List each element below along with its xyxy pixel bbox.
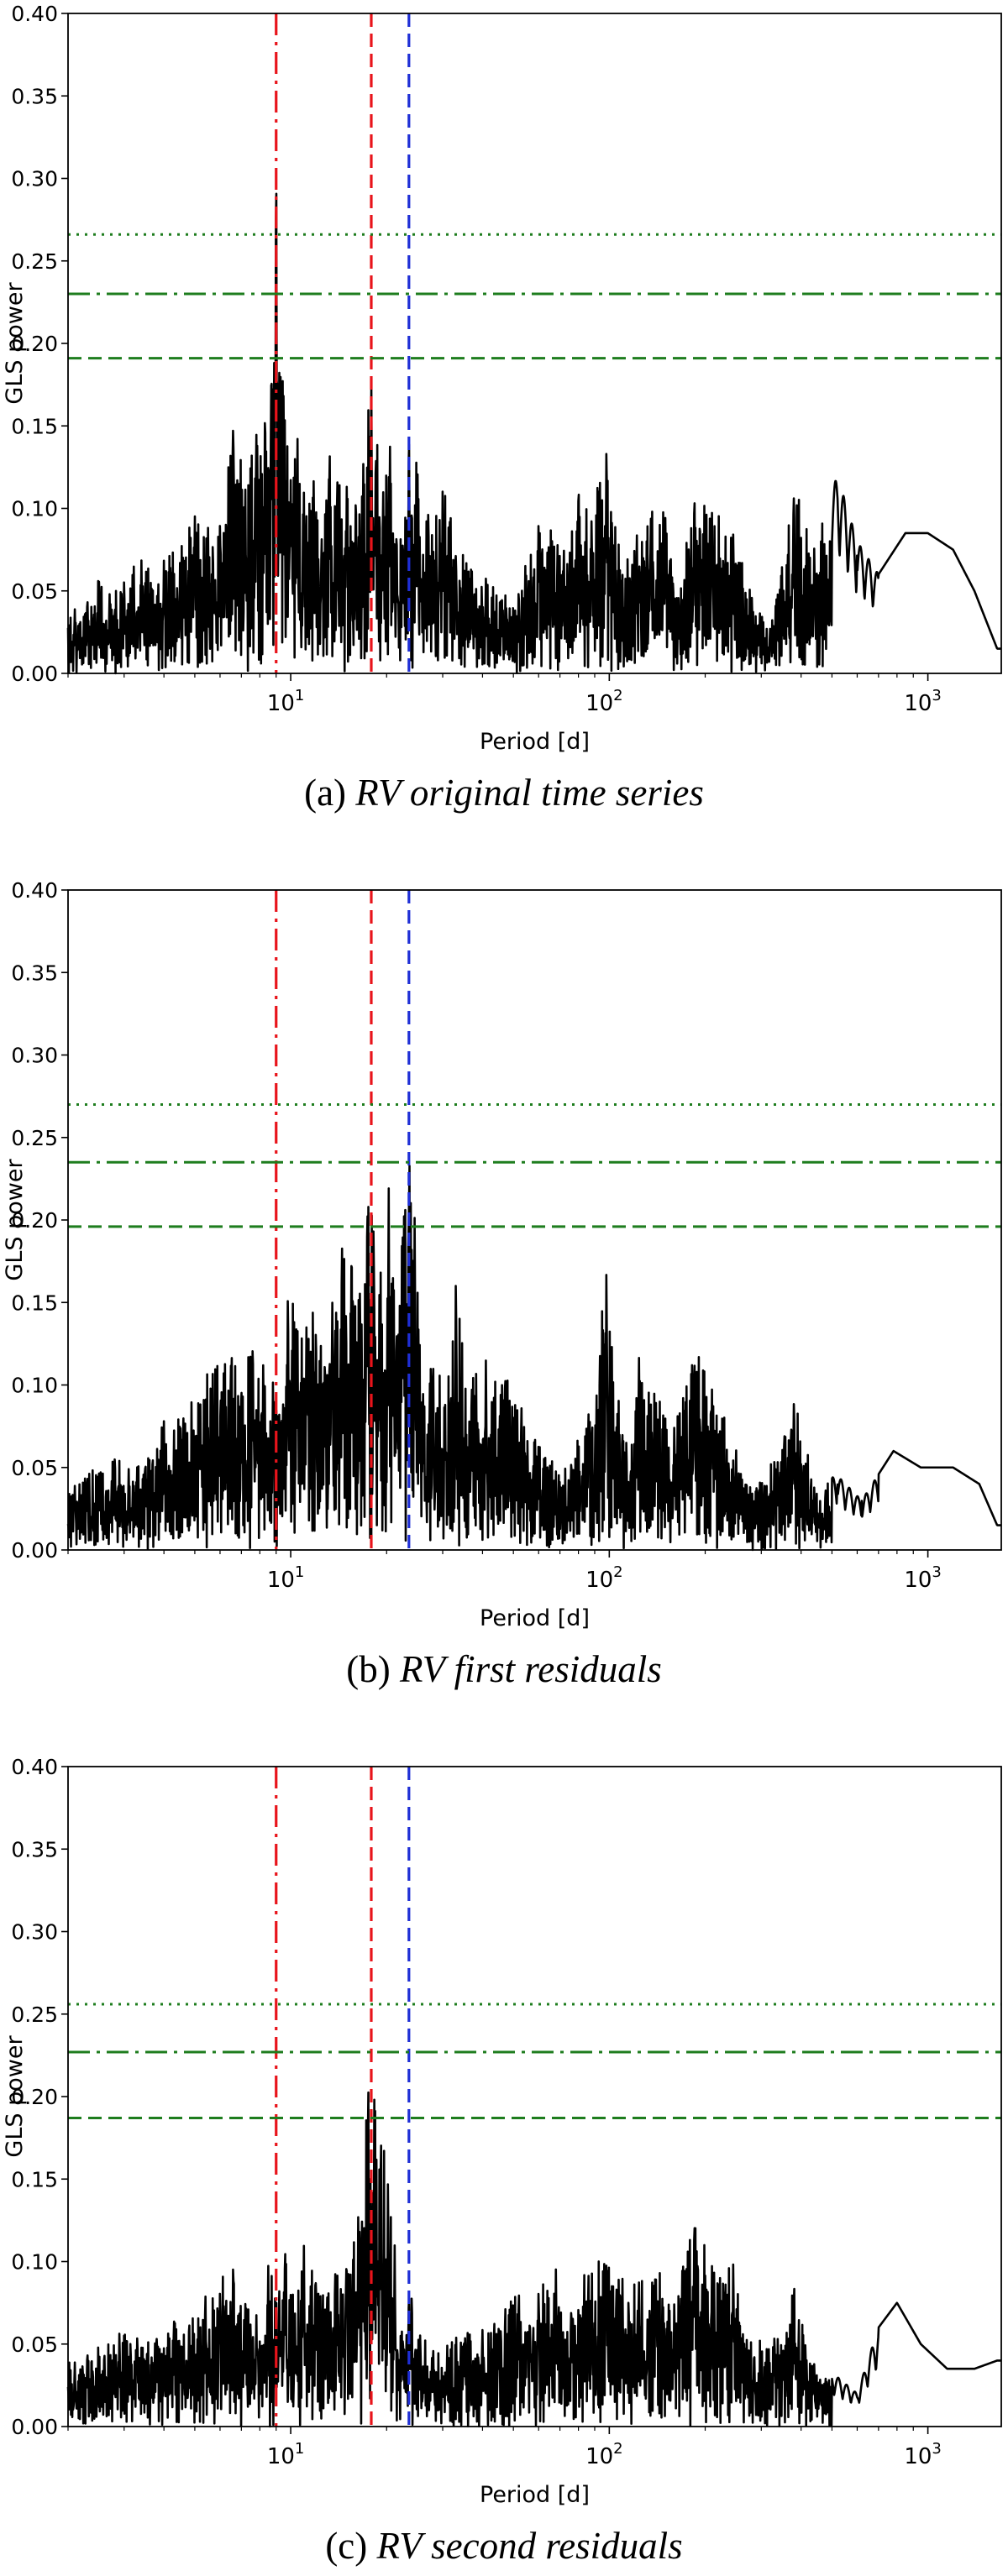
plot-frame — [67, 13, 1002, 674]
caption-c-label: (c) — [325, 2525, 368, 2567]
caption-c: (c) RV second residuals — [0, 2524, 1008, 2568]
caption-b-label: (b) — [346, 1648, 391, 1690]
y-tick-label: 0.35 — [11, 1837, 58, 1861]
y-tick-label: 0.40 — [11, 1755, 58, 1779]
y-tick-label: 0.35 — [11, 84, 58, 108]
periodogram-chart-b: 0.00 0.05 0.10 0.15 0.20 0.25 0.30 0.35 0.40 101 1… — [2, 878, 1002, 1631]
x-tick-label: 103 — [904, 2440, 942, 2469]
gls-power-series — [66, 192, 1002, 675]
y-tick-label: 0.20 — [11, 332, 58, 356]
x-tick-label: 101 — [267, 2440, 305, 2469]
y-tick-label: 0.30 — [11, 1044, 58, 1068]
caption-a-label: (a) — [304, 772, 347, 814]
x-tick-label: 102 — [585, 687, 623, 716]
x-axis-label: Period [d] — [480, 1605, 590, 1631]
caption-b-text: RV first residuals — [400, 1648, 662, 1690]
y-tick-label: 0.05 — [11, 579, 58, 604]
y-tick-label: 0.10 — [11, 497, 58, 521]
y-tick-label: 0.10 — [11, 1374, 58, 1398]
panel-c: 0.00 0.05 0.10 0.15 0.20 0.25 0.30 0.35 0.40 101 1… — [0, 1753, 1008, 2576]
x-tick-label: 102 — [585, 1563, 623, 1593]
y-axis-label: GLS power — [2, 282, 28, 405]
y-axis-label: GLS power — [2, 1159, 28, 1281]
y-tick-label: 0.40 — [11, 878, 58, 903]
y-tick-label: 0.25 — [11, 2003, 58, 2027]
y-tick-label: 0.10 — [11, 2250, 58, 2275]
gls-power-series — [66, 1165, 1002, 1552]
y-tick-label: 0.00 — [11, 2415, 58, 2439]
x-tick-label: 103 — [904, 1563, 942, 1593]
x-tick-label: 101 — [267, 1563, 305, 1593]
x-tick-label: 101 — [267, 687, 305, 716]
y-tick-label: 0.20 — [11, 2085, 58, 2109]
gls-power-series — [66, 2091, 1002, 2428]
periodogram-chart-c: 0.00 0.05 0.10 0.15 0.20 0.25 0.30 0.35 0.40 101 1… — [2, 1755, 1002, 2508]
y-tick-label: 0.40 — [11, 2, 58, 26]
y-tick-label: 0.30 — [11, 167, 58, 191]
caption-c-text: RV second residuals — [376, 2525, 683, 2567]
y-tick-label: 0.15 — [11, 2167, 58, 2191]
y-tick-label: 0.35 — [11, 961, 58, 985]
panel-a: 0.00 0.05 0.10 0.15 0.20 0.25 0.30 0.35 0.40 101 1… — [0, 0, 1008, 877]
x-axis-label: Period [d] — [480, 729, 590, 755]
y-tick-label: 0.25 — [11, 1126, 58, 1150]
y-tick-label: 0.20 — [11, 1208, 58, 1233]
caption-a: (a) RV original time series — [0, 771, 1008, 814]
y-tick-label: 0.15 — [11, 1291, 58, 1315]
y-tick-label: 0.15 — [11, 414, 58, 438]
plot-frame — [67, 1766, 1002, 2427]
caption-a-text: RV original time series — [355, 772, 704, 814]
caption-b: (b) RV first residuals — [0, 1647, 1008, 1691]
y-axis-label: GLS power — [2, 2035, 28, 2158]
y-tick-label: 0.30 — [11, 1920, 58, 1945]
y-tick-label: 0.25 — [11, 249, 58, 274]
y-tick-label: 0.05 — [11, 1456, 58, 1480]
x-axis-label: Period [d] — [480, 2482, 590, 2508]
panel-b: 0.00 0.05 0.10 0.15 0.20 0.25 0.30 0.35 0.40 101 1… — [0, 877, 1008, 1753]
y-tick-label: 0.05 — [11, 2333, 58, 2357]
y-tick-label: 0.00 — [11, 662, 58, 686]
periodogram-chart-a: 0.00 0.05 0.10 0.15 0.20 0.25 0.30 0.35 0.40 101 1… — [2, 2, 1002, 755]
x-tick-label: 103 — [904, 687, 942, 716]
x-tick-label: 102 — [585, 2440, 623, 2469]
y-tick-label: 0.00 — [11, 1538, 58, 1563]
plot-frame — [67, 889, 1002, 1551]
